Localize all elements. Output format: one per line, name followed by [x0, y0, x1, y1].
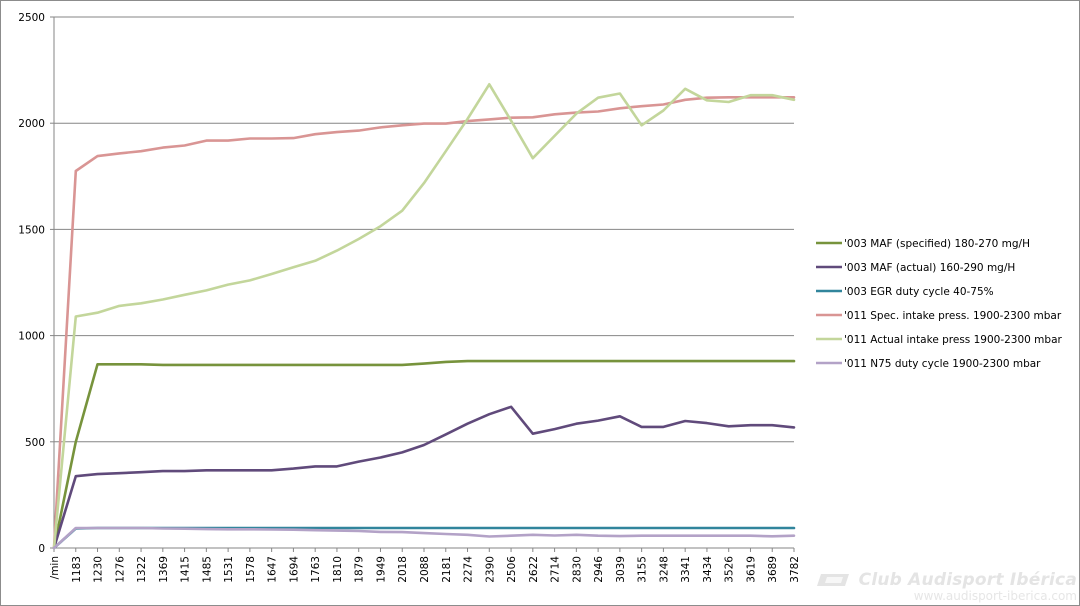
- x-tick-label: 1276: [114, 556, 126, 583]
- x-tick-label: 3155: [637, 556, 649, 583]
- legend-label: '011 Actual intake press 1900-2300 mbar: [844, 334, 1063, 346]
- watermark-title: Club Audisport Ibérica: [858, 570, 1077, 590]
- x-tick-label: 1415: [180, 556, 192, 583]
- series-line-6: [52, 526, 796, 550]
- series-line-5: [52, 83, 796, 550]
- x-tick-label: 1578: [245, 556, 257, 583]
- x-tick-label: 1230: [93, 556, 105, 583]
- legend-label: '003 MAF (specified) 180-270 mg/H: [844, 238, 1030, 250]
- x-tick-label: 1879: [354, 556, 366, 583]
- series-lines: [52, 83, 796, 550]
- watermark: Club Audisport Ibérica www.audisport-ibe…: [815, 570, 1077, 603]
- legend-label: '011 Spec. intake press. 1900-2300 mbar: [844, 310, 1062, 322]
- x-tick-label: 1949: [375, 556, 387, 583]
- legend-label: '011 N75 duty cycle 1900-2300 mbar: [844, 358, 1041, 370]
- x-tick-label: 1369: [158, 556, 170, 583]
- x-tick-label: 2946: [593, 556, 605, 583]
- x-tick-label: 1531: [223, 556, 235, 583]
- x-tick-label: 2181: [441, 556, 453, 583]
- axes: [53, 17, 794, 549]
- club-logo-icon: [816, 574, 849, 586]
- legend-label: '003 EGR duty cycle 40-75%: [844, 286, 994, 298]
- x-tick-label: 2506: [506, 556, 518, 583]
- y-axis-ticks: 0 500 1000 1500 2000 2500: [18, 12, 54, 555]
- y-tick-label: 0: [38, 543, 45, 555]
- x-tick-label: 3434: [702, 556, 714, 583]
- x-axis-ticks: /min 1183 1230 1276 1322 1369 1415 1485 1531 1578…: [49, 548, 801, 583]
- x-tick-label: 1322: [136, 556, 148, 583]
- series-line-1: [52, 359, 796, 550]
- x-tick-label: 2018: [397, 556, 409, 583]
- series-line-4: [52, 96, 796, 550]
- series-line-3: [52, 526, 796, 550]
- x-tick-label: 2622: [528, 556, 540, 583]
- x-tick-label: 2088: [419, 556, 431, 583]
- x-tick-label: 3782: [789, 556, 801, 583]
- x-tick-label: 1763: [310, 556, 322, 583]
- y-tick-label: 500: [25, 437, 45, 449]
- y-tick-label: 2000: [18, 118, 45, 130]
- x-tick-label: 3341: [680, 556, 692, 583]
- legend: '003 MAF (specified) 180-270 mg/H '003 MA…: [816, 238, 1063, 370]
- gridlines: [54, 16, 794, 443]
- legend-label: '003 MAF (actual) 160-290 mg/H: [844, 262, 1015, 274]
- x-tick-label: 1694: [288, 556, 300, 583]
- x-tick-label: /min: [49, 556, 61, 579]
- x-tick-label: 3039: [615, 556, 627, 583]
- x-tick-label: 3248: [658, 556, 670, 583]
- x-tick-label: 1485: [201, 556, 213, 583]
- x-tick-label: 3619: [745, 556, 757, 583]
- x-tick-label: 1183: [71, 556, 83, 583]
- x-tick-label: 3526: [724, 556, 736, 583]
- y-tick-label: 1000: [18, 331, 45, 343]
- y-tick-label: 2500: [18, 12, 45, 24]
- x-tick-label: 2830: [571, 556, 583, 583]
- x-tick-label: 2714: [550, 556, 562, 583]
- series-line-2: [52, 405, 796, 550]
- x-tick-label: 2390: [484, 556, 496, 583]
- x-tick-label: 1647: [267, 556, 279, 583]
- x-tick-label: 3689: [767, 556, 779, 583]
- x-tick-label: 1810: [332, 556, 344, 583]
- y-tick-label: 1500: [18, 224, 45, 236]
- x-tick-label: 2274: [463, 556, 475, 583]
- watermark-url: www.audisport-iberica.com: [913, 589, 1077, 603]
